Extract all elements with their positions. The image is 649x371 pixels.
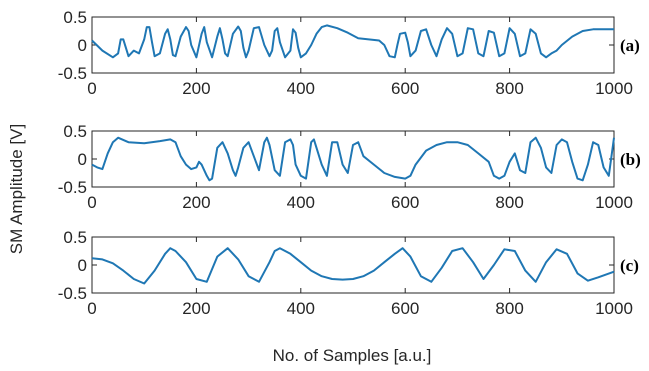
y-tick-label: 0 [78,256,87,275]
x-tick-label: 200 [182,299,210,318]
y-axis-label: SM Amplitude [V] [7,124,26,254]
axes-box [91,236,615,294]
y-tick-label: 0.5 [63,8,87,27]
y-tick-label: 0 [78,150,87,169]
x-axis-label: No. of Samples [a.u.] [273,346,432,365]
x-tick-label: 0 [87,79,96,98]
x-tick-label: 600 [391,79,419,98]
x-tick-label: 1000 [595,299,633,318]
x-tick-label: 0 [87,193,96,212]
series-line-b [91,136,615,182]
x-tick-label: 800 [495,299,523,318]
x-tick-label: 200 [182,79,210,98]
x-tick-label: 400 [287,193,315,212]
x-tick-label: 1000 [595,79,633,98]
y-tick-label: -0.5 [58,284,87,303]
series-line-a [91,24,614,59]
x-tick-label: 400 [287,299,315,318]
x-tick-label: 200 [182,193,210,212]
y-tick-label: 0 [78,36,87,55]
x-tick-label: 600 [391,299,419,318]
x-tick-label: 800 [495,193,523,212]
x-tick-label: 800 [495,79,523,98]
y-tick-label: -0.5 [58,178,87,197]
x-tick-label: 0 [87,299,96,318]
series-line-c [91,247,615,285]
x-tick-label: 1000 [595,193,633,212]
y-tick-label: 0.5 [63,228,87,247]
y-tick-label: 0.5 [63,122,87,141]
x-tick-label: 600 [391,193,419,212]
panel-label-a: (a) [620,36,640,55]
y-tick-label: -0.5 [58,64,87,83]
panel-label-c: (c) [620,256,639,275]
x-tick-label: 400 [287,79,315,98]
panel-label-b: (b) [620,150,641,169]
